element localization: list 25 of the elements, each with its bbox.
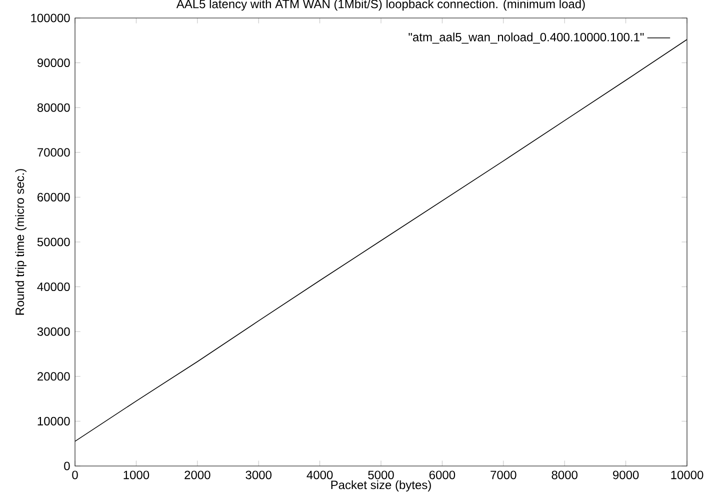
x-tick-label: 3000: [246, 470, 272, 480]
y-tick-label: 20000: [38, 372, 70, 381]
y-tick-label: 40000: [37, 282, 70, 292]
x-tick-label: 0: [72, 470, 78, 480]
x-tick-label: 2000: [184, 470, 210, 480]
x-tick-label: 9000: [613, 470, 639, 480]
y-tick-label: 90000: [37, 58, 70, 68]
y-tick-label: 80000: [37, 103, 70, 112]
x-tick-label: 1000: [124, 470, 150, 480]
x-tick-label: 7000: [490, 470, 516, 480]
y-tick-label: 0: [64, 462, 70, 470]
y-tick-label: 70000: [38, 148, 70, 157]
legend-label: "atm_aal5_wan_noload_0.400.10000.100.1": [408, 32, 644, 44]
x-tick-label: 5000: [368, 470, 394, 480]
x-tick-label: 8000: [552, 470, 578, 480]
y-tick-label: 60000: [38, 192, 70, 202]
x-axis-title: Packet size (bytes): [331, 480, 431, 492]
x-tick-label: 4000: [306, 470, 333, 480]
x-tick-label: 10000: [671, 470, 704, 480]
y-tick-label: 50000: [37, 238, 70, 246]
y-tick-label: 10000: [38, 416, 70, 426]
y-tick-label: 30000: [37, 327, 70, 336]
x-tick-label: 6000: [429, 470, 456, 480]
y-axis-title: Round trip time (micro sec.): [15, 169, 26, 315]
y-tick-label: 100000: [31, 14, 70, 22]
